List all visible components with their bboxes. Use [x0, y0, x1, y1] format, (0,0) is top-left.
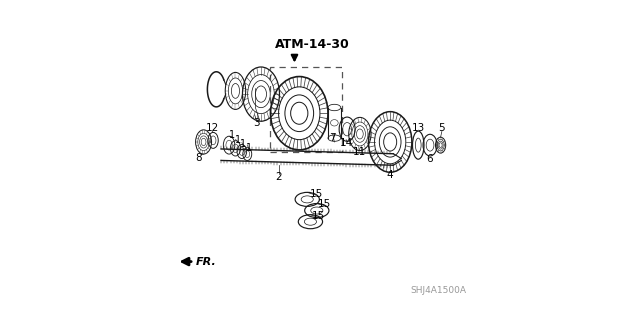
- Text: 15: 15: [310, 189, 323, 199]
- Text: 1: 1: [229, 130, 236, 140]
- Text: 6: 6: [427, 154, 433, 165]
- Text: SHJ4A1500A: SHJ4A1500A: [410, 286, 466, 295]
- Text: 3: 3: [253, 118, 259, 128]
- Text: 1: 1: [241, 139, 246, 149]
- Text: 11: 11: [353, 147, 366, 157]
- Text: 15: 15: [318, 199, 332, 209]
- Text: 7: 7: [330, 133, 336, 143]
- Text: 15: 15: [312, 211, 325, 221]
- Text: 14: 14: [340, 138, 353, 148]
- Text: FR.: FR.: [196, 256, 217, 267]
- Text: 5: 5: [438, 123, 445, 133]
- Text: 4: 4: [386, 170, 393, 180]
- Text: 8: 8: [195, 152, 202, 163]
- Text: ATM-14-30: ATM-14-30: [275, 38, 350, 51]
- Text: 2: 2: [275, 172, 282, 182]
- Text: 12: 12: [205, 123, 219, 133]
- Text: 13: 13: [412, 123, 425, 133]
- Text: 1: 1: [235, 135, 241, 145]
- Bar: [270, 67, 342, 152]
- Text: 1: 1: [246, 143, 252, 153]
